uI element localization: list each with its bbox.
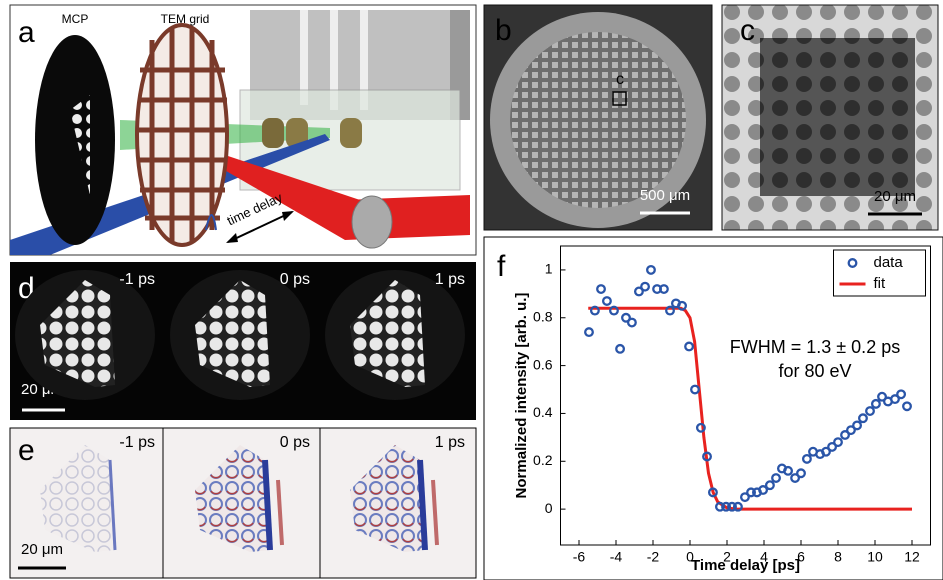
inset-label: c [616, 71, 624, 88]
x-tick-label: -4 [610, 549, 623, 565]
grid-mesh [510, 32, 686, 208]
time-label: 1 ps [435, 434, 465, 451]
panel-label: a [18, 16, 35, 49]
annotation: FWHM = 1.3 ± 0.2 ps [730, 337, 900, 357]
time-label: 0 ps [280, 434, 310, 451]
x-tick-label: 12 [904, 549, 920, 565]
panel-b: c 500 μm b [484, 5, 712, 230]
y-axis-label: Normalized intensity [arb. u.] [513, 293, 530, 499]
panel-label: c [740, 14, 755, 47]
panel-c: 20 μm c [722, 5, 938, 230]
grid-square [760, 38, 915, 196]
time-label: -1 ps [119, 434, 155, 451]
x-tick-label: 10 [867, 549, 883, 565]
scale-label: 20 μm [874, 188, 916, 205]
x-tick-label: -2 [647, 549, 660, 565]
y-tick-label: 0.6 [533, 356, 553, 372]
time-label: -1 ps [119, 271, 155, 288]
figure: time delay MCP TEM grid a c 500 μm b 20 … [0, 0, 943, 580]
y-tick-label: 0.4 [533, 404, 553, 420]
y-tick-label: 1 [545, 261, 553, 277]
grid-label: TEM grid [161, 12, 210, 26]
time-label: 1 ps [435, 271, 465, 288]
x-tick-label: -6 [573, 549, 586, 565]
scale-label: 20 μm [21, 541, 63, 558]
time-label: 0 ps [280, 271, 310, 288]
legend-label: fit [874, 275, 887, 292]
panel-label: e [18, 434, 35, 467]
mcp-label: MCP [62, 12, 89, 26]
panel-label: b [495, 14, 512, 47]
legend-label: data [874, 254, 904, 271]
panel-label: f [497, 250, 506, 283]
x-axis-label: Time delay [ps] [691, 557, 800, 574]
x-tick-label: 8 [834, 549, 842, 565]
mcp-disc [35, 35, 115, 245]
y-tick-label: 0 [545, 500, 553, 516]
panel-e: 20 μm e -1 ps 0 ps 1 ps [10, 428, 476, 578]
scale-label: 500 μm [640, 187, 690, 204]
y-tick-label: 0.8 [533, 308, 553, 324]
y-tick-label: 0.2 [533, 452, 553, 468]
annotation: for 80 eV [778, 361, 851, 381]
panel-a: time delay MCP TEM grid a [10, 5, 476, 255]
